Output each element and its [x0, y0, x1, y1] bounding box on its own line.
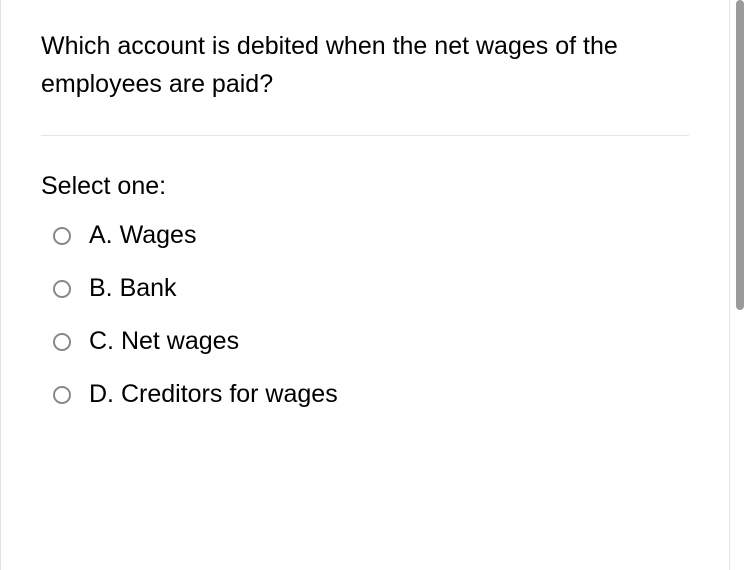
radio-input-d[interactable] — [53, 386, 71, 404]
radio-input-b[interactable] — [53, 280, 71, 298]
option-label[interactable]: C. Net wages — [89, 327, 239, 356]
option-row[interactable]: A. Wages — [53, 221, 689, 250]
option-text: Net wages — [121, 327, 239, 355]
select-prompt: Select one: — [41, 172, 689, 201]
question-card: Which account is debited when the net wa… — [0, 0, 730, 570]
option-label[interactable]: D. Creditors for wages — [89, 380, 338, 409]
option-label[interactable]: A. Wages — [89, 221, 196, 250]
option-letter: B. — [89, 274, 113, 302]
option-letter: C. — [89, 327, 114, 355]
question-text: Which account is debited when the net wa… — [41, 28, 689, 103]
radio-input-a[interactable] — [53, 227, 71, 245]
option-row[interactable]: D. Creditors for wages — [53, 380, 689, 409]
divider — [41, 135, 689, 136]
scrollbar-thumb[interactable] — [736, 0, 744, 310]
option-text: Creditors for wages — [121, 380, 338, 408]
option-letter: D. — [89, 380, 114, 408]
option-text: Bank — [120, 274, 177, 302]
option-text: Wages — [120, 221, 197, 249]
option-row[interactable]: B. Bank — [53, 274, 689, 303]
options-group: A. Wages B. Bank C. Net wages D. Credito… — [41, 221, 689, 409]
option-letter: A. — [89, 221, 113, 249]
option-row[interactable]: C. Net wages — [53, 327, 689, 356]
radio-input-c[interactable] — [53, 333, 71, 351]
option-label[interactable]: B. Bank — [89, 274, 177, 303]
